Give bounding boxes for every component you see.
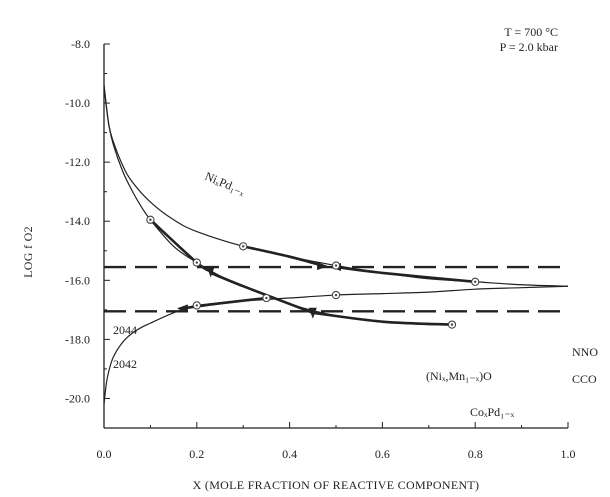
- sample-point-center: [265, 296, 268, 300]
- pressure-label: P = 2.0 kbar: [500, 40, 558, 54]
- ni-mn-o-series-label: (Niₓ,Mn₁₋ₓ)O: [426, 369, 492, 383]
- sample-markers: [146, 215, 480, 329]
- reversal-path-1: [149, 218, 212, 273]
- temperature-label: T = 700 °C: [504, 25, 558, 39]
- arrowhead: [317, 262, 329, 271]
- y-axis-title: LOG f O2: [21, 226, 35, 278]
- series-line-1: [103, 85, 569, 287]
- y-tick-label: -18.0: [65, 332, 90, 346]
- arrowhead: [206, 266, 215, 278]
- y-tick-label: -16.0: [65, 273, 90, 287]
- reversal-path-6: [182, 296, 267, 310]
- reversal-path-2: [242, 245, 323, 267]
- y-tick-label: -14.0: [65, 214, 90, 228]
- reference-lines: [104, 265, 568, 313]
- sample-point-center: [450, 323, 454, 326]
- sample-point-center: [474, 280, 477, 283]
- sample-point-center: [149, 218, 152, 221]
- y-ticks: -8.0 -10.0 -12.0 -14.0 -16.0 -18.0 -20.0: [65, 37, 110, 429]
- ni-pd-series-label: NiₓPd₁₋ₓ: [203, 169, 248, 199]
- sample-point-center: [334, 293, 338, 297]
- y-tick-label: -20.0: [65, 391, 90, 405]
- nno-buffer-label: NNO: [572, 345, 598, 359]
- reversal-path-5: [312, 311, 453, 326]
- arrowhead: [176, 304, 188, 313]
- series-line-2: [103, 85, 453, 326]
- x-tick-label: 0.8: [468, 447, 483, 461]
- x-tick-label: 0.0: [97, 447, 112, 461]
- x-tick-label: 1.0: [561, 447, 576, 461]
- x-ticks: 0.0 0.2 0.4 0.6 0.8 1.0: [97, 422, 576, 461]
- data-series: [103, 85, 569, 405]
- reference-2044-label: 2044: [113, 323, 137, 337]
- axes: [103, 44, 568, 429]
- sample-point-center: [195, 261, 198, 264]
- sample-point-center: [334, 264, 338, 267]
- arrowhead: [308, 307, 317, 319]
- reversal-path-4: [210, 271, 314, 315]
- reference-2042-label: 2042: [113, 357, 137, 371]
- y-tick-label: -8.0: [71, 37, 90, 51]
- x-tick-label: 0.2: [189, 447, 204, 461]
- x-axis-title: X (MOLE FRACTION OF REACTIVE COMPONENT): [193, 478, 480, 492]
- sample-point-center: [195, 304, 198, 307]
- cco-buffer-label: CCO: [572, 372, 597, 386]
- x-tick-label: 0.4: [282, 447, 297, 461]
- y-tick-label: -10.0: [65, 96, 90, 110]
- co-pd-series-label: CoₓPd₁₋ₓ: [470, 405, 515, 419]
- sample-point-center: [242, 245, 245, 248]
- reversal-path-3: [335, 265, 476, 284]
- x-tick-label: 0.6: [375, 447, 390, 461]
- series-line-3: [103, 285, 569, 405]
- y-tick-label: -12.0: [65, 155, 90, 169]
